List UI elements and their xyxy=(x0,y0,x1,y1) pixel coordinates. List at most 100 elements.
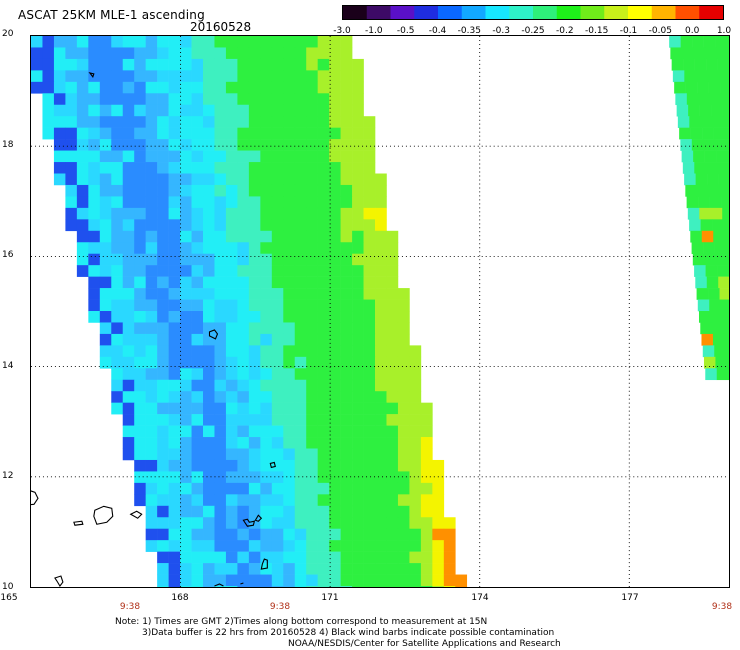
swath-cell xyxy=(386,333,399,346)
swath-cell xyxy=(237,459,250,472)
colorbar-segment xyxy=(485,6,510,19)
swath-cell xyxy=(76,242,89,255)
swath-cell xyxy=(191,379,204,392)
swath-cell xyxy=(386,391,399,403)
swath-cell xyxy=(317,540,330,552)
swath-cell xyxy=(728,368,729,381)
swath-cell xyxy=(145,127,158,140)
swath-cell xyxy=(111,322,124,335)
swath-cell xyxy=(134,150,146,163)
swath-cell xyxy=(248,402,261,415)
swath-cell xyxy=(409,528,422,541)
swath-cell xyxy=(397,563,410,575)
swath-cell xyxy=(375,414,387,426)
swath-cell xyxy=(168,70,181,83)
swath-cell xyxy=(225,563,238,575)
swath-cell xyxy=(145,425,158,438)
swath-cell xyxy=(203,322,215,335)
swath-cell xyxy=(720,81,729,94)
swath-cell xyxy=(352,219,364,232)
swath-cell xyxy=(306,253,318,266)
swath-cell xyxy=(168,322,181,335)
swath-cell xyxy=(225,402,238,415)
swath-cell xyxy=(53,36,66,48)
swath-cell xyxy=(157,425,169,438)
swath-cell xyxy=(191,322,204,335)
swath-cell xyxy=(180,345,192,358)
swath-cell xyxy=(708,184,721,197)
swath-cell xyxy=(214,471,227,484)
swath-cell xyxy=(306,356,318,369)
swath-cell xyxy=(271,379,284,392)
swath-cell xyxy=(225,333,238,346)
swath-cell xyxy=(225,494,238,507)
swath-cell xyxy=(271,184,284,197)
swath-cell xyxy=(134,368,146,381)
swath-cell xyxy=(306,402,318,415)
swath-cell xyxy=(157,207,169,220)
swath-cell xyxy=(340,402,353,415)
swath-cell xyxy=(248,528,261,541)
swath-cell xyxy=(340,517,353,530)
swath-cell xyxy=(65,104,78,117)
swath-cell xyxy=(375,551,387,564)
swath-cell xyxy=(317,563,330,575)
swath-cell xyxy=(111,93,124,106)
swath-cell xyxy=(306,93,318,106)
swath-cell xyxy=(225,437,238,449)
swath-cell xyxy=(696,288,709,300)
swath-cell xyxy=(317,471,330,484)
swath-cell xyxy=(191,265,204,277)
colorbar-segment xyxy=(533,6,558,19)
swath-cell xyxy=(145,265,158,277)
swath-cell xyxy=(180,471,192,484)
swath-cell xyxy=(294,333,307,346)
swath-cell xyxy=(191,81,204,94)
swath-cell xyxy=(248,471,261,484)
swath-cell xyxy=(260,414,273,426)
swath-cell xyxy=(340,311,353,323)
swath-cell xyxy=(225,253,238,266)
swath-cell xyxy=(214,517,227,530)
swath-cell xyxy=(271,265,284,277)
swath-cell xyxy=(180,517,192,530)
swath-cell xyxy=(329,505,341,518)
swath-cell xyxy=(157,36,169,48)
swath-cell xyxy=(122,127,135,140)
swath-cell xyxy=(363,253,376,266)
swath-cell xyxy=(225,265,238,277)
swath-cell xyxy=(88,173,101,186)
swath-cell xyxy=(225,196,238,209)
swath-cell xyxy=(145,207,158,220)
swath-cell xyxy=(260,47,273,60)
swath-cell xyxy=(237,528,250,541)
swath-cell xyxy=(145,219,158,232)
swath-cell xyxy=(386,345,399,358)
swath-cell xyxy=(409,345,422,358)
swath-cell xyxy=(168,36,181,48)
swath-cell xyxy=(214,288,227,300)
swath-cell xyxy=(65,219,78,232)
swath-cell xyxy=(352,459,364,472)
swath-cell xyxy=(283,276,296,289)
swath-cell xyxy=(283,47,296,60)
swath-cell xyxy=(329,356,341,369)
swath-cell xyxy=(306,173,318,186)
swath-cell xyxy=(225,311,238,323)
swath-cell xyxy=(306,36,318,48)
swath-cell xyxy=(283,311,296,323)
swath-cell xyxy=(191,276,204,289)
swath-cell xyxy=(225,127,238,140)
swath-cell xyxy=(214,230,227,243)
swath-cell xyxy=(157,482,169,495)
swath-cell xyxy=(134,322,146,335)
swath-cell xyxy=(145,81,158,94)
swath-cell xyxy=(363,127,376,140)
swath-cell xyxy=(317,517,330,530)
swath-cell xyxy=(260,127,273,140)
swath-cell xyxy=(214,242,227,255)
swath-cell xyxy=(248,230,261,243)
swath-cell xyxy=(191,505,204,518)
swath-cell xyxy=(317,230,330,243)
swath-cell xyxy=(363,322,376,335)
